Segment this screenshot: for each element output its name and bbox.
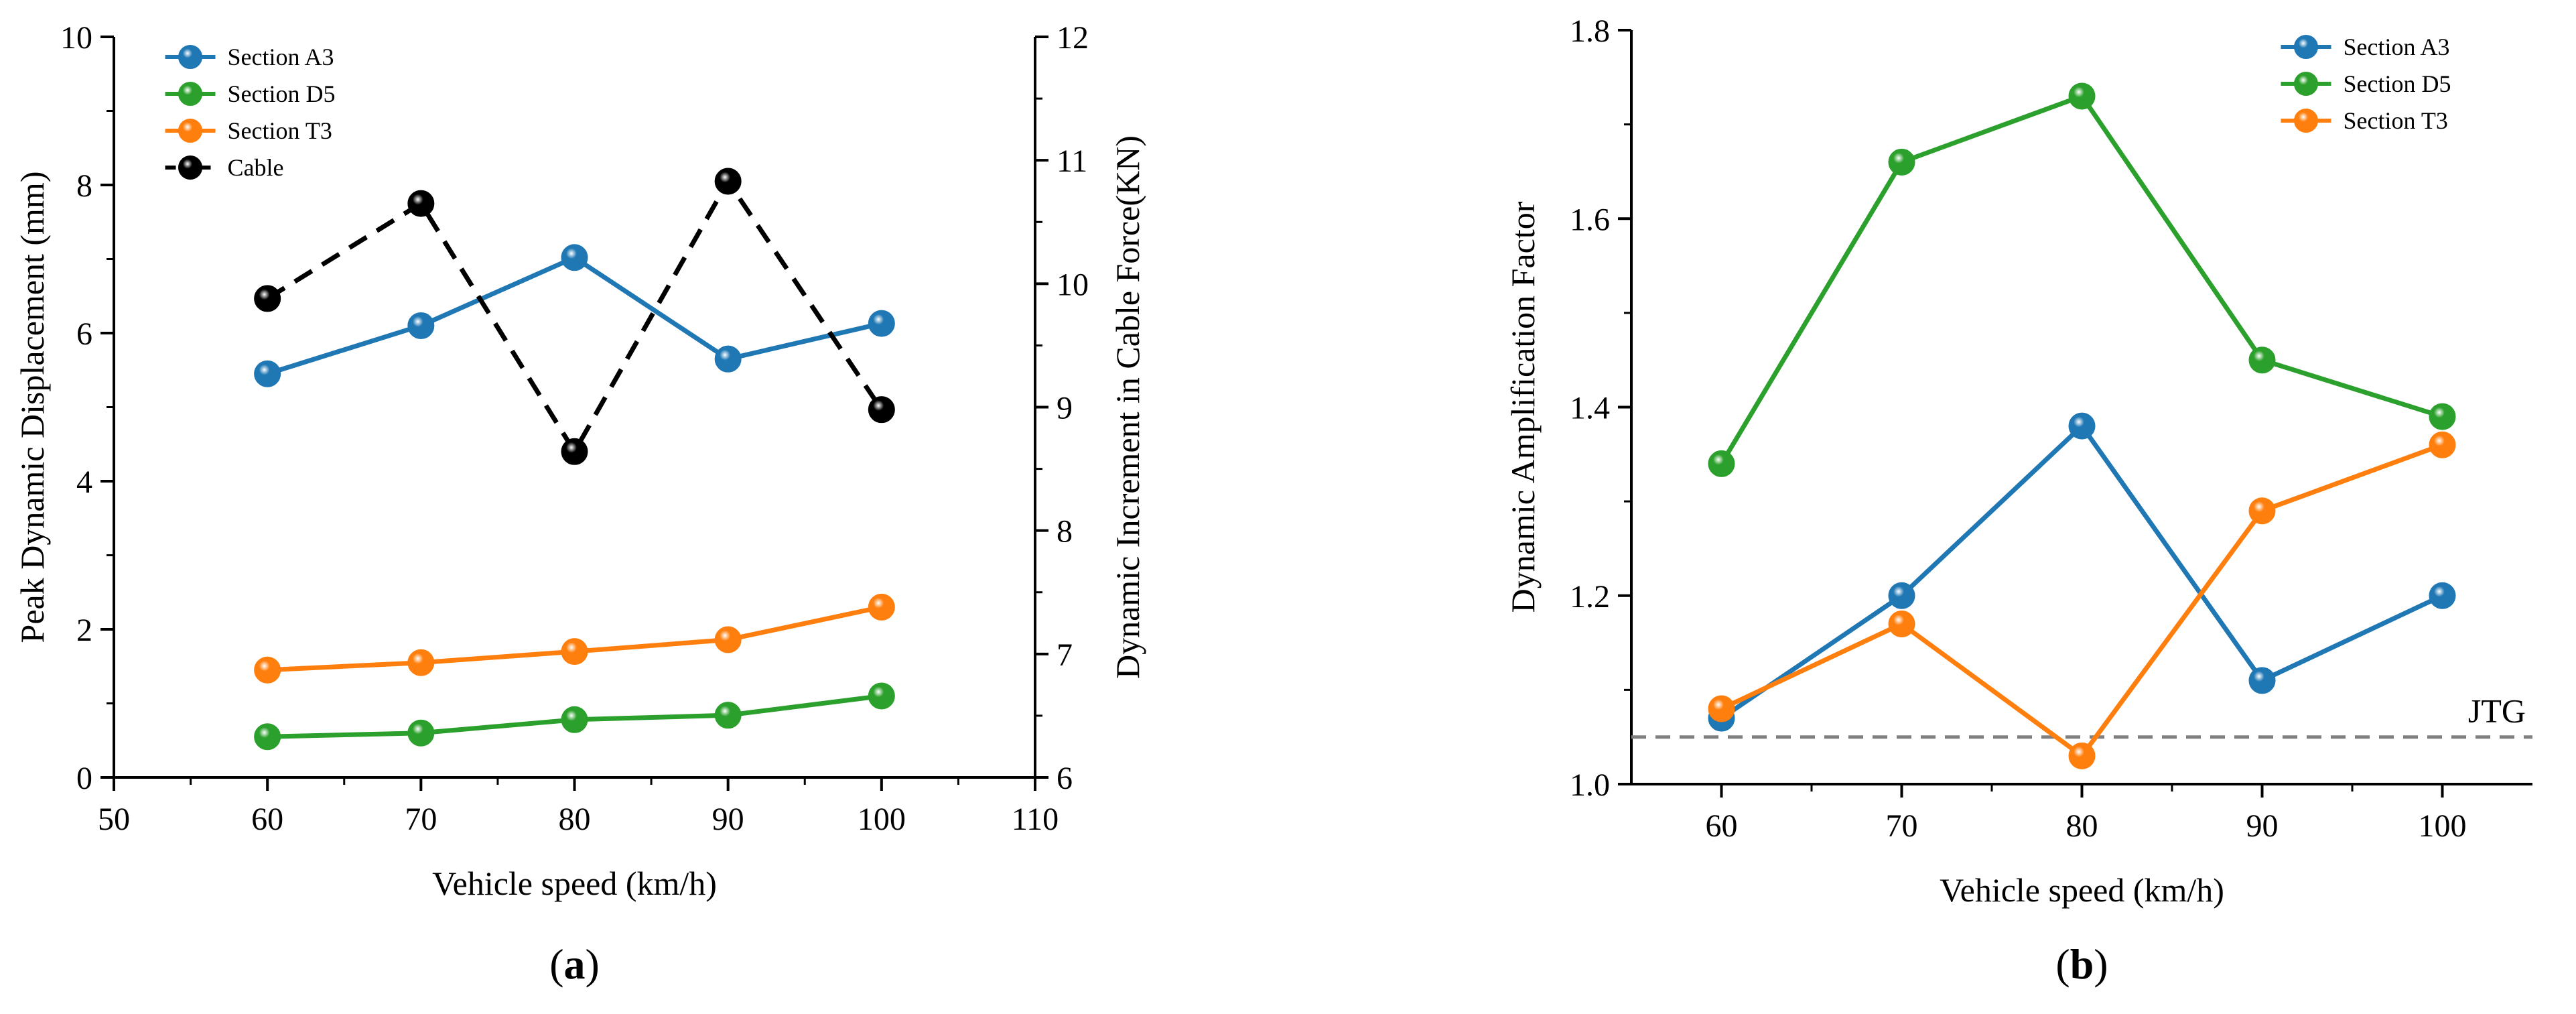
legend-marker [2294,35,2318,59]
data-point [254,360,281,387]
data-point [714,702,742,729]
legend-label: Cable [228,154,284,181]
data-point [868,396,895,424]
data-point [561,638,588,666]
data-point [1888,582,1915,609]
legend-label: Section A3 [2344,34,2450,60]
data-point [561,244,588,271]
data-point [2248,346,2276,374]
data-point [254,285,281,312]
y-tick-label: 4 [76,464,92,500]
x-tick-label: 90 [2246,808,2279,844]
data-point [2429,582,2456,609]
data-point [561,706,588,733]
data-point [714,626,742,653]
chart-panel-a: 50 60 70 80 90 100 110 0 2 4 6 8 10 6 7 8 9 10 11 12 Vehicle… [13,20,1146,988]
y-tick-label: 1.8 [1570,13,1610,49]
data-point [714,168,742,195]
data-point [868,593,895,621]
x-tick-label: 110 [1012,802,1059,837]
y-right-tick-label: 8 [1057,514,1073,550]
x-axis-label: Vehicle speed (km/h) [432,865,717,902]
series-line-0 [267,255,882,377]
y-right-tick-label: 12 [1057,20,1089,56]
y-tick-label: 1.4 [1570,391,1610,426]
y-tick-label: 6 [76,316,92,352]
x-tick-label: 70 [405,802,437,837]
legend-marker [2294,109,2318,133]
data-point [868,310,895,337]
x-tick-label: 70 [1886,808,1918,844]
legend-marker [178,155,202,180]
x-tick-label: 60 [251,802,283,837]
data-point [561,438,588,465]
y-right-tick-label: 10 [1057,267,1089,302]
y-tick-label: 10 [60,20,92,56]
x-tick-label: 80 [559,802,591,837]
series-line-0 [1720,424,2443,720]
data-point [2429,431,2456,458]
y-right-tick-label: 6 [1057,761,1073,796]
data-point [2068,412,2096,440]
data-point [407,312,435,339]
series-line-1 [1719,93,2443,465]
data-point [1708,450,1735,477]
data-point [868,682,895,710]
x-tick-label: 80 [2066,808,2098,844]
data-point [2429,403,2456,430]
series-line-2 [1720,442,2443,759]
panel-label: (b) [2055,940,2108,988]
data-point [1708,695,1735,722]
data-point [254,656,281,684]
y-tick-label: 0 [76,761,92,796]
y-tick-label: 8 [76,168,92,204]
chart-panel-b: 60 70 80 90 100 1.0 1.2 1.4 1.6 1.8 Vehicle speed … [1504,13,2532,988]
legend-marker [178,45,202,69]
data-point [2248,667,2276,694]
data-point [1888,610,1915,637]
panel-label: (a) [549,940,600,988]
x-tick-label: 60 [1706,808,1738,844]
data-point [2068,742,2096,769]
legend-label: Section T3 [2344,107,2448,134]
y-right-tick-label: 7 [1057,637,1073,673]
y-tick-label: 1.0 [1570,767,1610,803]
y-right-tick-label: 9 [1057,391,1073,426]
legend-label: Section T3 [228,117,332,144]
y-axis-right-label: Dynamic Increment in Cable Force(KN) [1109,135,1146,679]
data-point [1888,148,1915,176]
legend-marker [178,119,202,143]
legend-label: Section D5 [228,80,336,107]
y-tick-label: 1.2 [1570,579,1610,615]
data-point [407,190,435,217]
y-axis-label: Dynamic Amplification Factor [1504,201,1542,613]
x-axis-label: Vehicle speed (km/h) [1940,871,2224,909]
y-axis-label: Peak Dynamic Displacement (mm) [13,172,51,643]
y-tick-label: 2 [76,613,92,648]
legend-marker [178,82,202,106]
x-tick-label: 50 [98,802,130,837]
x-tick-label: 100 [2419,808,2467,844]
y-right-tick-label: 11 [1057,143,1087,179]
data-point [407,649,435,676]
series-line-3 [266,178,884,454]
x-tick-label: 100 [858,802,906,837]
legend-marker [2294,72,2318,96]
legend-label: Section A3 [228,44,334,70]
data-point [2248,497,2276,525]
y-tick-label: 1.6 [1570,202,1610,237]
x-tick-label: 90 [712,802,744,837]
data-point [407,719,435,747]
reference-line-label: JTG [2468,692,2526,730]
legend-label: Section D5 [2344,70,2451,97]
data-point [254,723,281,751]
data-point [2068,82,2096,110]
data-point [714,345,742,373]
